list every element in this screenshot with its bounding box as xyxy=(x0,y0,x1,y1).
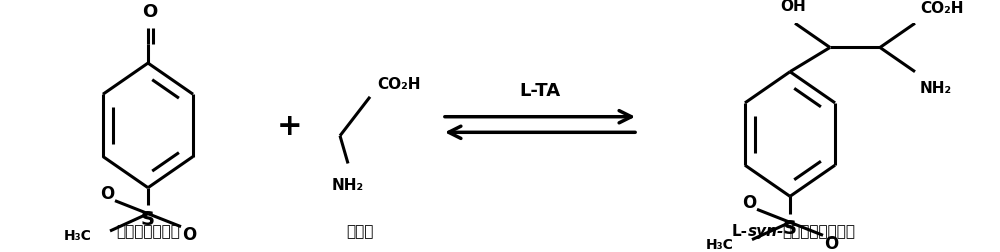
Text: S: S xyxy=(141,209,155,228)
Text: H₃C: H₃C xyxy=(706,237,734,251)
Text: O: O xyxy=(142,3,158,21)
Text: H₃C: H₃C xyxy=(64,228,92,242)
Text: syn-: syn- xyxy=(748,224,784,239)
Text: O: O xyxy=(182,226,196,243)
Text: 对甲砜基苯甲醛: 对甲砜基苯甲醛 xyxy=(116,224,180,239)
Text: 甘氨酸: 甘氨酸 xyxy=(346,224,374,239)
Text: O: O xyxy=(824,234,838,252)
Text: NH₂: NH₂ xyxy=(332,178,364,193)
Text: CO₂H: CO₂H xyxy=(377,77,420,92)
Text: L-TA: L-TA xyxy=(519,82,561,100)
Text: S: S xyxy=(783,218,797,237)
Text: +: + xyxy=(277,111,303,140)
Text: L-: L- xyxy=(732,224,748,239)
Text: NH₂: NH₂ xyxy=(920,81,952,96)
Text: O: O xyxy=(100,184,114,202)
Text: CO₂H: CO₂H xyxy=(920,1,964,16)
Text: 对甲砜基苯丝氨酸: 对甲砜基苯丝氨酸 xyxy=(782,224,855,239)
Text: OH: OH xyxy=(780,0,806,14)
Text: O: O xyxy=(742,193,756,211)
